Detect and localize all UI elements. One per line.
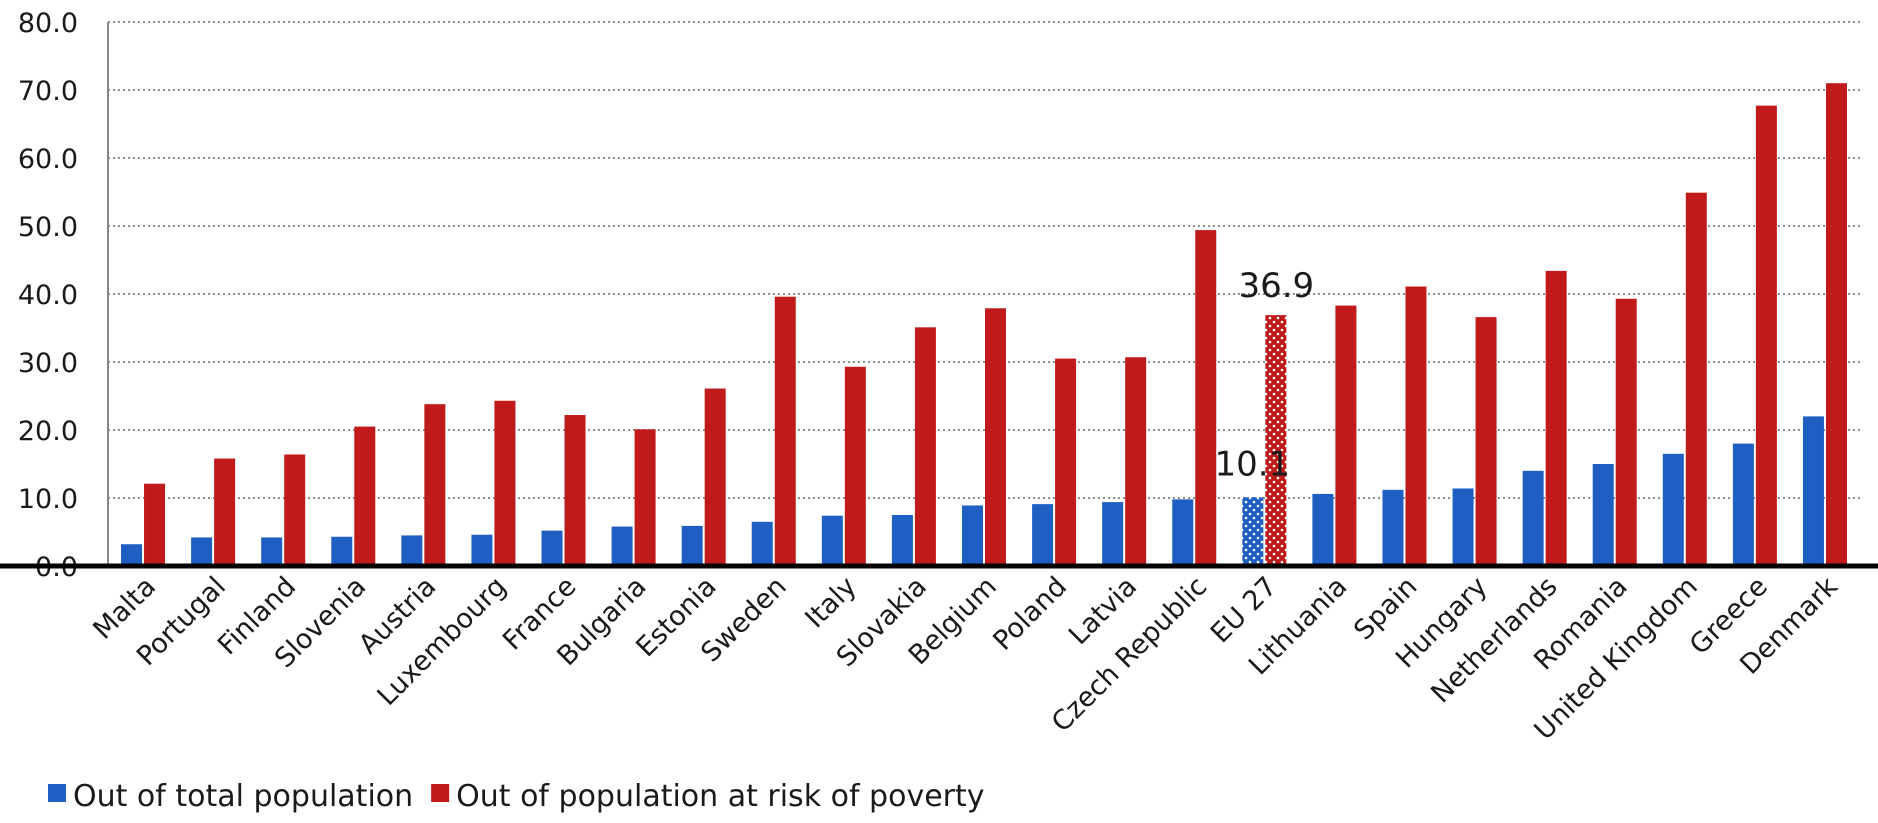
legend: Out of total population Out of population… [48, 779, 985, 814]
legend-swatch [48, 784, 66, 802]
bar-risk-of-poverty [494, 400, 516, 566]
bar-risk-of-poverty [704, 388, 726, 566]
bar-risk-of-poverty [214, 458, 236, 566]
bar-total-population [1382, 489, 1404, 566]
annotations: 36.9 10.1 [1214, 266, 1314, 484]
bar-total-population [1242, 497, 1264, 566]
bar-risk-of-poverty [914, 327, 936, 566]
bar-total-population [471, 534, 493, 566]
bar-total-population [821, 515, 843, 566]
bar-risk-of-poverty [985, 308, 1006, 566]
bar-total-population [1172, 499, 1194, 566]
bar-total-population [1102, 502, 1124, 566]
gridlines [108, 21, 1860, 499]
bar-total-population [401, 535, 423, 566]
bar-total-population [611, 526, 633, 566]
y-axis-ticks: 0.010.020.030.040.050.060.070.080.0 [18, 8, 78, 583]
legend-swatch [431, 784, 450, 802]
bar-risk-of-poverty [1755, 105, 1777, 566]
bar-total-population [751, 521, 773, 566]
bar-total-population [1802, 416, 1824, 566]
bar-total-population [541, 530, 563, 566]
bar-total-population [681, 525, 703, 566]
data-label-eu27-total: 10.1 [1214, 444, 1290, 484]
y-tick-label: 10.0 [18, 484, 78, 515]
bar-total-population [1732, 443, 1754, 566]
bar-total-population [962, 505, 983, 566]
bar-total-population [1032, 504, 1054, 566]
bar-risk-of-poverty [1685, 192, 1707, 566]
bar-risk-of-poverty [1265, 315, 1287, 566]
x-tick-label: Poland [987, 571, 1073, 657]
bar-risk-of-poverty [634, 429, 656, 566]
bar-total-population [1452, 488, 1474, 566]
y-tick-label: 60.0 [18, 144, 78, 175]
legend-label: Out of total population [73, 779, 413, 814]
bar-risk-of-poverty [144, 483, 166, 566]
bar-risk-of-poverty [1125, 357, 1147, 566]
bar-risk-of-poverty [1825, 83, 1847, 566]
y-tick-label: 30.0 [18, 348, 78, 379]
x-tick-label: Italy [799, 571, 862, 634]
bar-total-population [121, 544, 143, 566]
bar-total-population [191, 537, 213, 566]
bar-total-population [1312, 493, 1334, 566]
bars [121, 83, 1847, 566]
bar-risk-of-poverty [564, 415, 586, 566]
bar-risk-of-poverty [1475, 317, 1497, 566]
bar-risk-of-poverty [844, 366, 866, 566]
bar-risk-of-poverty [1055, 358, 1077, 566]
bar-risk-of-poverty [1615, 298, 1637, 566]
bar-total-population [331, 536, 353, 566]
bar-risk-of-poverty [1335, 305, 1357, 566]
y-tick-label: 20.0 [18, 416, 78, 447]
bar-total-population [891, 515, 913, 566]
bar-total-population [1662, 453, 1684, 566]
bar-risk-of-poverty [424, 404, 446, 566]
y-tick-label: 40.0 [18, 280, 78, 311]
bar-total-population [1592, 464, 1614, 566]
bar-risk-of-poverty [774, 296, 796, 566]
bar-risk-of-poverty [1195, 230, 1217, 566]
y-tick-label: 80.0 [18, 8, 78, 39]
y-tick-label: 70.0 [18, 76, 78, 107]
y-tick-label: 50.0 [18, 212, 78, 243]
bar-risk-of-poverty [1405, 286, 1427, 566]
bar-risk-of-poverty [1545, 270, 1567, 566]
data-label-eu27-risk: 36.9 [1238, 266, 1314, 306]
bar-risk-of-poverty [284, 454, 306, 566]
bar-total-population [1522, 470, 1544, 566]
bar-total-population [261, 537, 283, 566]
bar-risk-of-poverty [354, 426, 376, 566]
legend-label: Out of population at risk of poverty [456, 779, 984, 814]
x-axis-ticks: MaltaPortugalFinlandSloveniaAustriaLuxem… [87, 571, 1844, 746]
